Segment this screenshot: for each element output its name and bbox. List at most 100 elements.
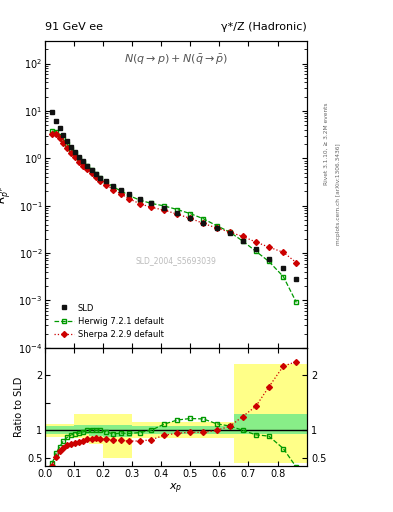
Y-axis label: $R^{q_p}_p$: $R^{q_p}_p$: [0, 185, 15, 204]
Herwig 7.2.1 default: [137, 197, 142, 203]
Sherpa 2.2.9 default: [201, 220, 206, 226]
Herwig 7.2.1 default: [175, 206, 180, 212]
Sherpa 2.2.9 default: [69, 150, 73, 156]
SLD: [253, 246, 258, 252]
SLD: [227, 230, 232, 237]
SLD: [104, 178, 108, 184]
Y-axis label: Ratio to SLD: Ratio to SLD: [14, 377, 24, 437]
Text: 91 GeV ee: 91 GeV ee: [45, 22, 103, 32]
SLD: [118, 186, 123, 193]
Sherpa 2.2.9 default: [65, 144, 70, 151]
Line: Herwig 7.2.1 default: Herwig 7.2.1 default: [50, 129, 299, 305]
Herwig 7.2.1 default: [227, 229, 232, 235]
SLD: [127, 191, 132, 198]
SLD: [294, 276, 299, 283]
Herwig 7.2.1 default: [89, 166, 94, 173]
SLD: [175, 210, 180, 216]
Sherpa 2.2.9 default: [266, 244, 271, 250]
SLD: [57, 125, 62, 132]
Sherpa 2.2.9 default: [240, 233, 245, 240]
SLD: [281, 265, 286, 271]
Herwig 7.2.1 default: [188, 210, 193, 217]
SLD: [266, 256, 271, 262]
Sherpa 2.2.9 default: [61, 140, 66, 146]
Sherpa 2.2.9 default: [77, 159, 81, 165]
Herwig 7.2.1 default: [266, 258, 271, 264]
SLD: [137, 196, 142, 202]
Herwig 7.2.1 default: [81, 159, 85, 165]
SLD: [214, 225, 219, 231]
Text: mcplots.cern.ch [arXiv:1306.3436]: mcplots.cern.ch [arXiv:1306.3436]: [336, 144, 341, 245]
Herwig 7.2.1 default: [104, 179, 108, 185]
X-axis label: $x_p$: $x_p$: [169, 481, 183, 496]
Herwig 7.2.1 default: [118, 188, 123, 194]
SLD: [50, 109, 55, 115]
Line: SLD: SLD: [50, 110, 299, 282]
SLD: [53, 118, 58, 124]
Herwig 7.2.1 default: [57, 133, 62, 139]
SLD: [94, 171, 98, 177]
Herwig 7.2.1 default: [240, 238, 245, 244]
Sherpa 2.2.9 default: [227, 229, 232, 235]
SLD: [81, 158, 85, 164]
Herwig 7.2.1 default: [98, 175, 103, 181]
Herwig 7.2.1 default: [53, 129, 58, 135]
Herwig 7.2.1 default: [72, 150, 77, 156]
Herwig 7.2.1 default: [50, 128, 55, 134]
Legend: SLD, Herwig 7.2.1 default, Sherpa 2.2.9 default: SLD, Herwig 7.2.1 default, Sherpa 2.2.9 …: [52, 302, 165, 340]
Text: $N(q \rightarrow p)+N(\bar{q} \rightarrow \bar{p})$: $N(q \rightarrow p)+N(\bar{q} \rightarro…: [124, 53, 228, 68]
Sherpa 2.2.9 default: [175, 211, 180, 217]
Text: SLD_2004_S5693039: SLD_2004_S5693039: [136, 256, 216, 265]
Sherpa 2.2.9 default: [72, 154, 77, 160]
Sherpa 2.2.9 default: [53, 132, 58, 138]
Herwig 7.2.1 default: [77, 155, 81, 161]
Herwig 7.2.1 default: [85, 163, 90, 169]
Sherpa 2.2.9 default: [214, 225, 219, 231]
Herwig 7.2.1 default: [65, 141, 70, 147]
Sherpa 2.2.9 default: [50, 131, 55, 137]
Sherpa 2.2.9 default: [104, 182, 108, 188]
Sherpa 2.2.9 default: [149, 204, 154, 210]
SLD: [85, 163, 90, 169]
SLD: [65, 138, 70, 144]
Sherpa 2.2.9 default: [89, 170, 94, 177]
Herwig 7.2.1 default: [294, 300, 299, 306]
Sherpa 2.2.9 default: [188, 215, 193, 221]
SLD: [201, 220, 206, 226]
Herwig 7.2.1 default: [127, 193, 132, 199]
SLD: [77, 154, 81, 160]
Text: Rivet 3.1.10, ≥ 3.2M events: Rivet 3.1.10, ≥ 3.2M events: [324, 102, 329, 185]
SLD: [98, 175, 103, 181]
Herwig 7.2.1 default: [111, 184, 116, 190]
SLD: [162, 205, 167, 211]
Herwig 7.2.1 default: [162, 203, 167, 209]
Herwig 7.2.1 default: [281, 273, 286, 280]
Sherpa 2.2.9 default: [127, 196, 132, 202]
SLD: [61, 132, 66, 138]
Herwig 7.2.1 default: [253, 248, 258, 254]
Sherpa 2.2.9 default: [111, 186, 116, 193]
Sherpa 2.2.9 default: [294, 260, 299, 266]
Herwig 7.2.1 default: [69, 145, 73, 152]
SLD: [111, 183, 116, 189]
SLD: [149, 200, 154, 206]
Line: Sherpa 2.2.9 default: Sherpa 2.2.9 default: [50, 132, 298, 265]
Sherpa 2.2.9 default: [94, 174, 98, 180]
SLD: [69, 144, 73, 150]
SLD: [240, 238, 245, 244]
Herwig 7.2.1 default: [214, 223, 219, 229]
Sherpa 2.2.9 default: [85, 166, 90, 172]
Sherpa 2.2.9 default: [81, 163, 85, 169]
Sherpa 2.2.9 default: [57, 135, 62, 141]
SLD: [89, 167, 94, 173]
Sherpa 2.2.9 default: [281, 249, 286, 255]
Text: γ*/Z (Hadronic): γ*/Z (Hadronic): [221, 22, 307, 32]
Herwig 7.2.1 default: [61, 136, 66, 142]
Herwig 7.2.1 default: [94, 171, 98, 177]
Sherpa 2.2.9 default: [98, 178, 103, 184]
Sherpa 2.2.9 default: [118, 191, 123, 197]
Herwig 7.2.1 default: [149, 200, 154, 206]
Herwig 7.2.1 default: [201, 216, 206, 222]
SLD: [188, 215, 193, 221]
Sherpa 2.2.9 default: [253, 239, 258, 245]
